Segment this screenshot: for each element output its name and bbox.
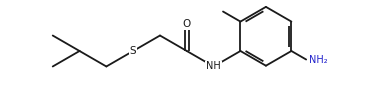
Text: O: O <box>183 19 191 29</box>
Text: NH₂: NH₂ <box>309 54 328 65</box>
Text: S: S <box>130 46 137 56</box>
Text: NH: NH <box>206 62 221 72</box>
